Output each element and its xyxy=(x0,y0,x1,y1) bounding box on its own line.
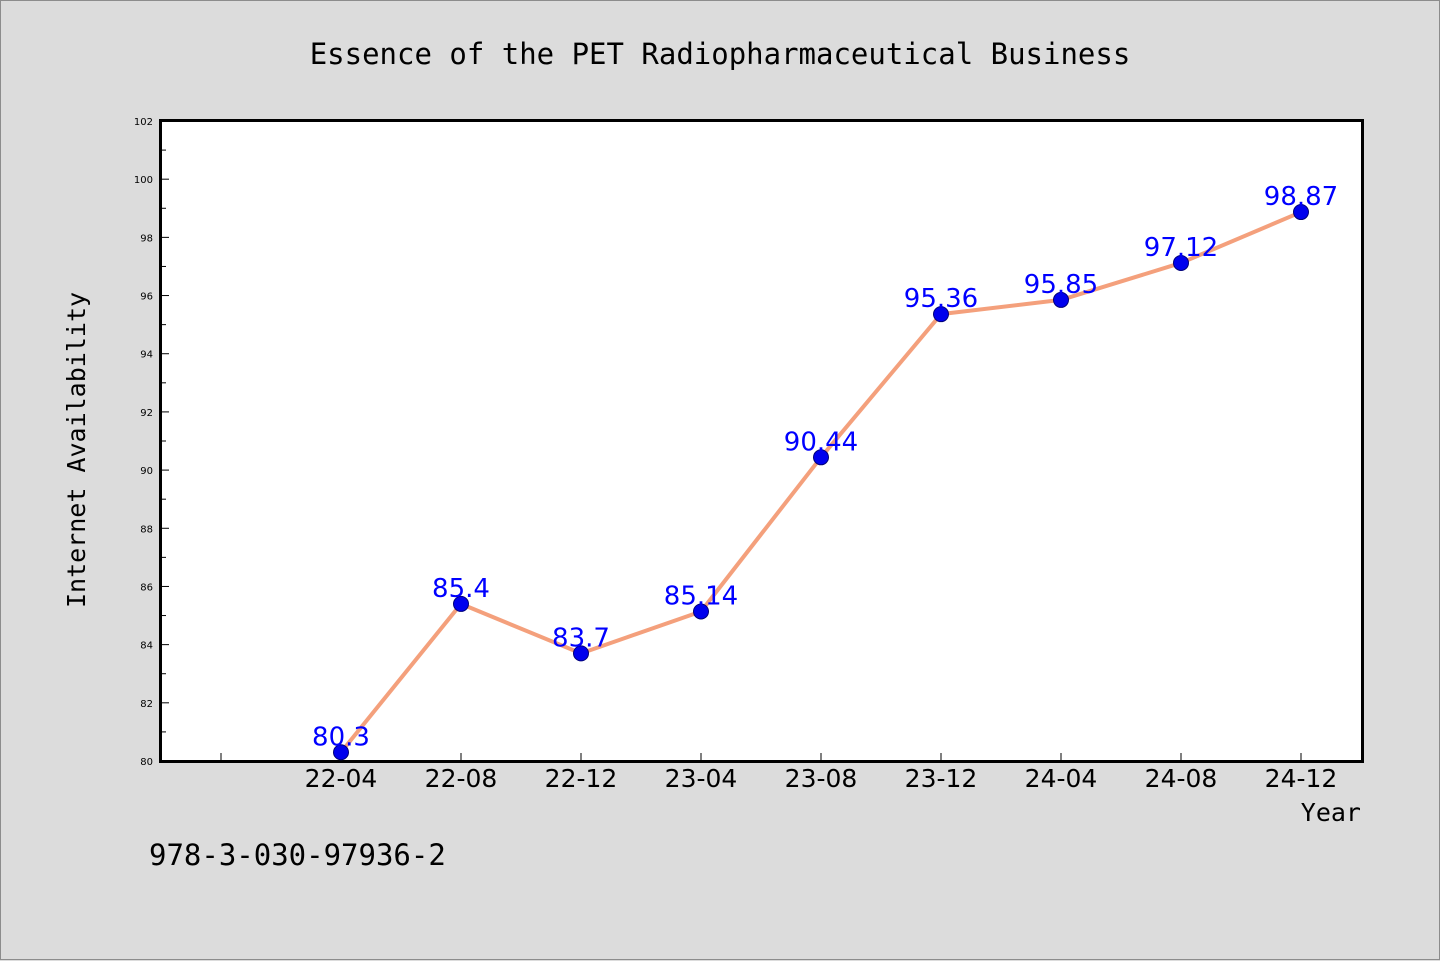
plot-area xyxy=(159,119,1364,763)
x-tick-label: 22-04 xyxy=(305,764,378,793)
data-label: 85.4 xyxy=(432,574,490,604)
data-point xyxy=(933,306,949,323)
y-tick-label: 102 xyxy=(134,117,153,128)
y-tick-label: 96 xyxy=(140,292,153,303)
data-label: 97.12 xyxy=(1144,233,1218,263)
y-tick-label: 88 xyxy=(140,524,153,535)
y-tick-label: 84 xyxy=(140,641,153,652)
data-point xyxy=(453,595,469,612)
x-tick-label: 23-08 xyxy=(785,764,858,793)
data-point xyxy=(1053,291,1069,308)
x-tick-label: 22-12 xyxy=(545,764,618,793)
y-tick-label: 94 xyxy=(140,350,153,361)
chart-title: Essence of the PET Radiopharmaceutical B… xyxy=(310,37,1131,71)
data-label: 85.14 xyxy=(664,581,738,611)
data-label: 95.36 xyxy=(904,284,978,314)
data-label: 95.85 xyxy=(1024,270,1098,300)
data-label: 90.44 xyxy=(784,427,858,457)
data-label: 83.7 xyxy=(552,623,610,653)
x-tick-label: 24-12 xyxy=(1265,764,1338,793)
y-axis: 80 82 84 86 88 90 92 94 96 98 100 102 xyxy=(134,117,169,768)
y-tick-label: 98 xyxy=(140,233,153,244)
y-tick-label: 86 xyxy=(140,582,153,593)
y-tick-label: 82 xyxy=(140,699,153,710)
data-point xyxy=(813,449,829,466)
series-line-group: 80.3 85.4 83.7 85.14 90.44 95.36 95.85 97.12 98.… xyxy=(312,182,1338,761)
data-point xyxy=(693,603,709,620)
data-point xyxy=(1173,254,1189,271)
x-tick-label: 24-08 xyxy=(1145,764,1218,793)
data-label: 98.87 xyxy=(1264,182,1338,212)
y-tick-label: 80 xyxy=(140,757,153,768)
y-tick-label: 90 xyxy=(140,466,153,477)
x-tick-label: 22-08 xyxy=(425,764,498,793)
data-label: 80.3 xyxy=(312,722,370,752)
x-tick-label: 23-12 xyxy=(905,764,978,793)
x-axis: 22-04 22-08 22-12 23-04 23-08 23-12 24-04 24-08… xyxy=(220,753,1338,793)
x-tick-label: 23-04 xyxy=(665,764,738,793)
x-tick-label: 24-04 xyxy=(1025,764,1098,793)
isbn-footer: 978-3-030-97936-2 xyxy=(149,838,446,872)
data-point xyxy=(333,744,349,761)
y-tick-label: 100 xyxy=(134,175,153,186)
y-axis-label: Internet Availability xyxy=(62,292,91,608)
y-tick-label: 92 xyxy=(140,408,153,419)
x-axis-label: Year xyxy=(1301,798,1361,827)
data-point xyxy=(1293,204,1309,221)
data-point xyxy=(573,645,589,662)
